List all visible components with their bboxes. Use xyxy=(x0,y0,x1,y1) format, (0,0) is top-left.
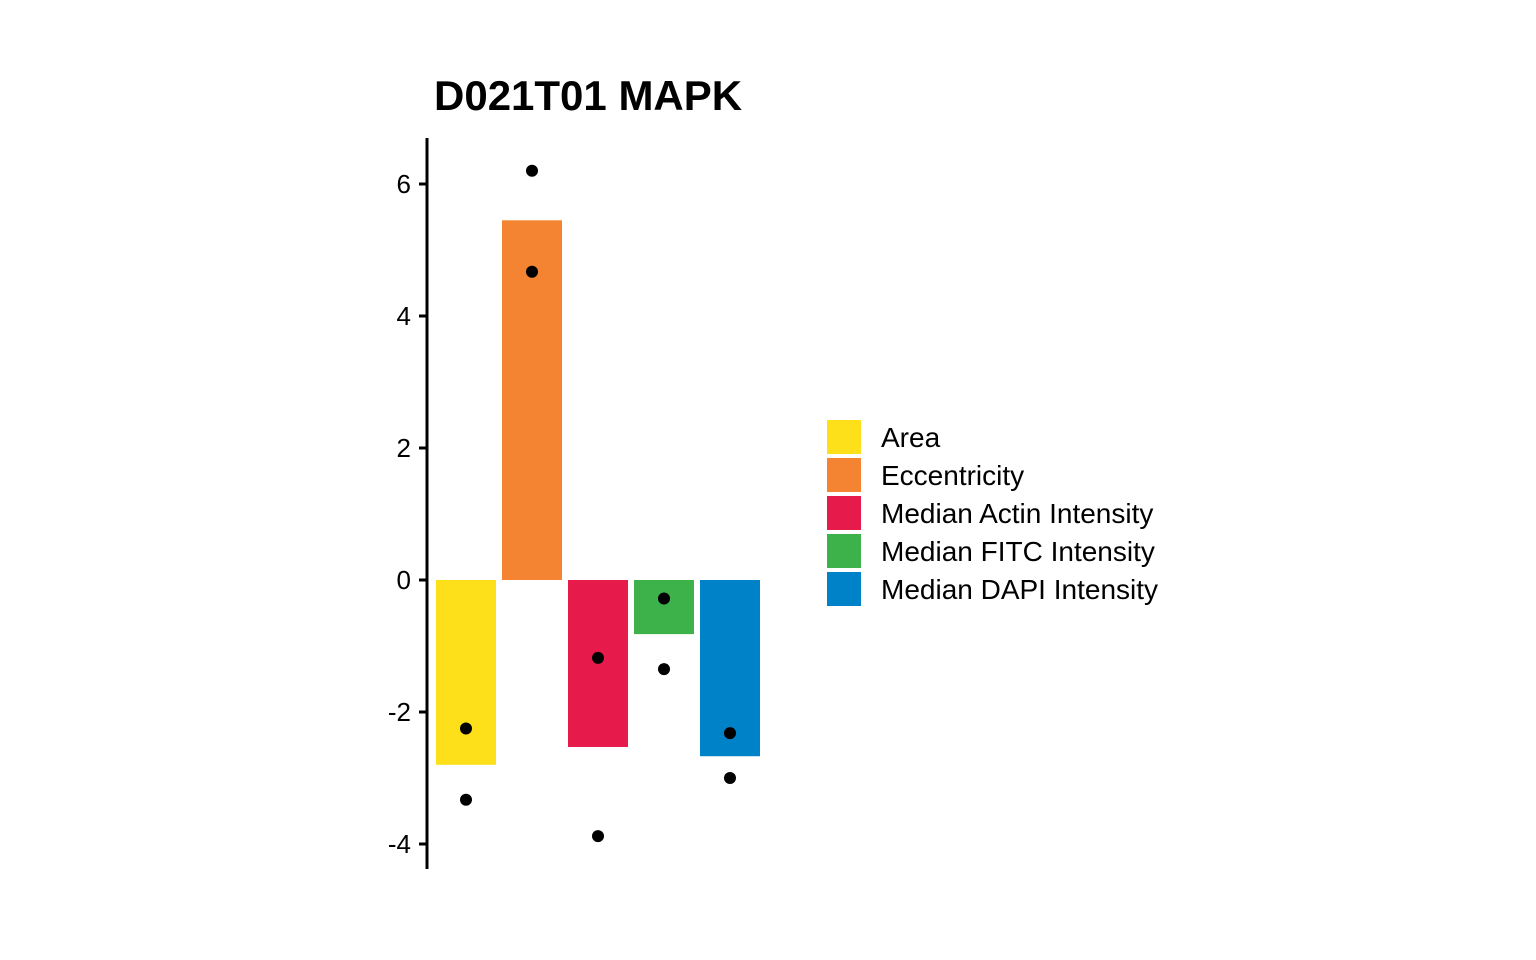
y-tick-label: 4 xyxy=(397,301,411,331)
data-point xyxy=(724,727,736,740)
legend-label: Median FITC Intensity xyxy=(881,536,1155,567)
data-point xyxy=(460,722,472,735)
legend-swatch xyxy=(827,458,861,492)
bar-eccentricity xyxy=(502,220,562,581)
legend-swatch xyxy=(827,496,861,530)
bar-median-fitc-intensity xyxy=(634,580,694,635)
points-group xyxy=(460,164,736,843)
legend: Area Eccentricity Median Actin Intensity Me… xyxy=(827,420,1158,606)
data-point xyxy=(526,164,538,177)
legend-label: Area xyxy=(881,422,941,453)
data-point xyxy=(658,592,670,605)
data-point xyxy=(460,793,472,806)
data-point xyxy=(724,772,736,784)
y-tick-label: 6 xyxy=(397,169,411,199)
data-point xyxy=(526,265,538,278)
y-tick-label: -4 xyxy=(388,829,411,859)
bars-group xyxy=(436,220,760,765)
legend-swatch xyxy=(827,534,861,568)
y-tick-label: -2 xyxy=(388,697,411,727)
data-point xyxy=(658,663,670,676)
legend-label: Median Actin Intensity xyxy=(881,498,1153,529)
legend-label: Median DAPI Intensity xyxy=(881,574,1158,605)
data-point xyxy=(592,830,604,843)
legend-label: Eccentricity xyxy=(881,460,1024,491)
data-point xyxy=(592,651,604,664)
y-tick-label: 2 xyxy=(397,433,411,463)
y-tick-label: 0 xyxy=(397,565,411,595)
bar-median-dapi-intensity xyxy=(700,580,760,757)
legend-swatch xyxy=(827,420,861,454)
bar-area xyxy=(436,580,496,765)
chart-title: D021T01 MAPK xyxy=(434,72,742,119)
legend-swatch xyxy=(827,572,861,606)
y-axis: 6 4 2 0 -2 -4 xyxy=(388,138,429,869)
